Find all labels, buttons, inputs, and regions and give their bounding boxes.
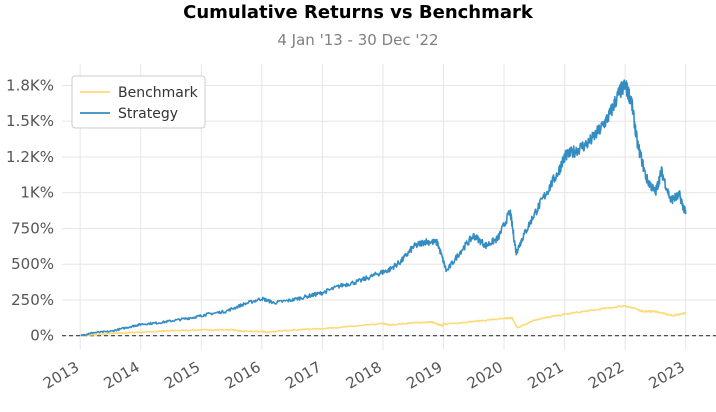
y-tick-label-2: 500% — [11, 255, 54, 273]
y-tick-label-7: 1.8K% — [6, 76, 54, 94]
y-tick-label-3: 750% — [11, 219, 54, 237]
legend-label-benchmark: Benchmark — [118, 85, 199, 101]
legend-label-strategy: Strategy — [118, 106, 178, 122]
x-tick-label-1: 2014 — [101, 358, 143, 393]
y-tick-label-6: 1.5K% — [6, 112, 54, 130]
series-layer — [80, 79, 687, 337]
x-tick-label-4: 2017 — [282, 358, 324, 393]
chart-subtitle: 4 Jan '13 - 30 Dec '22 — [277, 31, 439, 49]
y-tick-label-5: 1.2K% — [6, 148, 54, 166]
y-tick-label-4: 1K% — [20, 184, 54, 202]
series-line-benchmark — [80, 304, 687, 337]
chart-title: Cumulative Returns vs Benchmark — [183, 2, 533, 23]
x-tick-label-6: 2019 — [403, 358, 445, 393]
x-tick-label-10: 2023 — [646, 358, 688, 393]
x-tick-label-7: 2020 — [464, 358, 506, 393]
x-tick-label-8: 2021 — [525, 358, 567, 393]
y-tick-label-0: 0% — [30, 327, 54, 345]
y-tick-labels: 0% 250% 500% 750% 1K% 1.2K% 1.5K% 1.8K% — [6, 76, 54, 344]
y-tick-label-1: 250% — [11, 291, 54, 309]
x-tick-label-9: 2022 — [585, 358, 627, 393]
x-tick-labels: 2013 2014 2015 2016 2017 2018 2019 2020 2021 2022… — [40, 358, 688, 393]
x-tick-label-2: 2015 — [161, 358, 203, 393]
x-tick-label-3: 2016 — [222, 358, 264, 393]
x-tick-label-5: 2018 — [343, 358, 385, 393]
legend: Benchmark Strategy — [71, 75, 206, 129]
series-line-strategy — [80, 79, 687, 337]
legend-box — [71, 75, 206, 129]
x-tick-label-0: 2013 — [40, 358, 82, 393]
